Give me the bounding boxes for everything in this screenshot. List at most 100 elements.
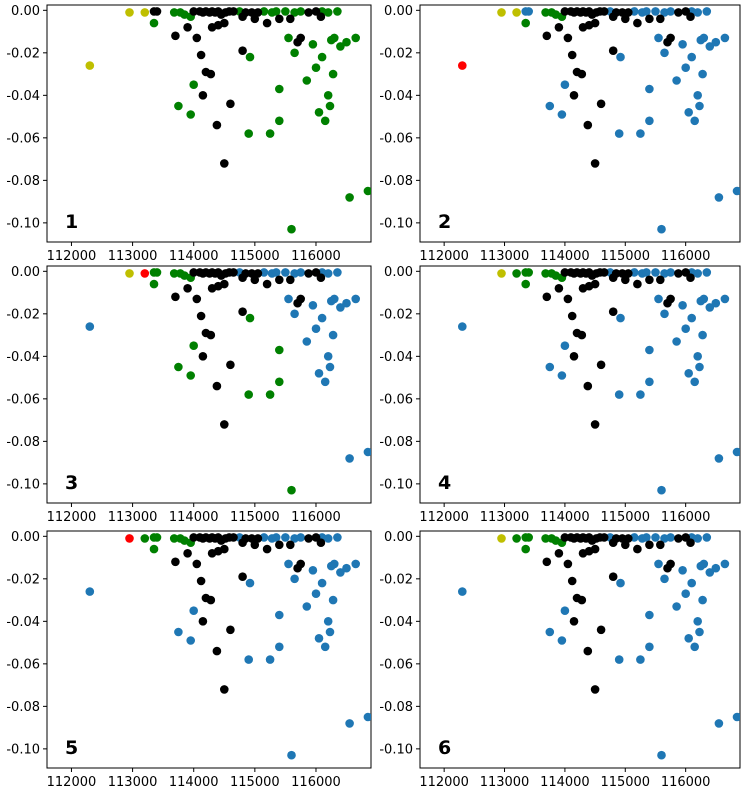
data-point-green xyxy=(152,533,162,542)
data-point-black xyxy=(192,294,202,304)
data-point-blue xyxy=(616,52,625,62)
data-point-black xyxy=(686,12,695,21)
data-point-green xyxy=(351,33,361,43)
data-point-black xyxy=(238,46,247,55)
plot-frame xyxy=(419,265,741,504)
data-point-green xyxy=(149,544,159,554)
y-tick-label: -0.02 xyxy=(379,572,413,587)
data-point-black xyxy=(618,269,627,278)
data-point-black xyxy=(196,311,206,321)
data-point-black xyxy=(569,91,579,100)
data-point-olive xyxy=(497,269,506,278)
data-point-black xyxy=(542,557,552,567)
data-point-blue xyxy=(687,52,696,62)
data-point-blue xyxy=(699,559,709,569)
x-tick-label: 116000 xyxy=(661,510,711,525)
data-point-blue xyxy=(660,574,669,584)
data-point-green xyxy=(169,269,179,278)
data-point-green xyxy=(174,101,183,111)
data-point-black xyxy=(189,533,198,542)
data-point-blue xyxy=(636,655,645,664)
y-tick-label: -0.08 xyxy=(379,174,413,189)
data-point-blue xyxy=(296,268,306,277)
data-point-black xyxy=(220,685,229,694)
data-point-black xyxy=(554,549,564,558)
data-point-green xyxy=(317,52,327,62)
data-point-olive xyxy=(85,61,95,70)
x-tick-label: 113000 xyxy=(108,249,158,264)
data-point-green xyxy=(541,269,550,278)
data-point-black xyxy=(238,538,247,547)
data-point-black xyxy=(633,18,642,28)
data-point-blue xyxy=(557,371,567,380)
data-point-black xyxy=(253,8,263,17)
data-point-green xyxy=(244,129,253,138)
subplot-6: 0.00 -0.02 -0.04 -0.06 -0.08 -0.10 112000 11300… xyxy=(379,530,741,790)
y-tick-label: 0.00 xyxy=(384,4,413,19)
data-point-black xyxy=(577,330,587,340)
y-tick-label: -0.06 xyxy=(6,657,40,672)
data-point-blue xyxy=(281,533,290,542)
data-point-blue xyxy=(317,313,327,323)
subplot-4: 0.00 -0.02 -0.04 -0.06 -0.08 -0.10 112000 11300… xyxy=(379,265,741,525)
data-point-blue xyxy=(684,369,693,378)
plot-frame xyxy=(46,530,372,769)
data-point-green xyxy=(314,108,324,117)
data-point-blue xyxy=(323,269,333,278)
data-point-black xyxy=(316,538,326,547)
y-tick-label: -0.04 xyxy=(6,615,40,630)
data-point-green xyxy=(363,186,371,196)
data-point-green xyxy=(345,193,354,202)
data-point-blue xyxy=(616,313,625,323)
y-tick-label: -0.02 xyxy=(6,307,40,322)
data-point-green xyxy=(311,63,321,72)
data-point-black xyxy=(152,7,162,16)
data-point-blue xyxy=(687,313,696,323)
y-tick-label: -0.10 xyxy=(379,477,413,492)
data-point-green xyxy=(284,33,293,43)
data-point-red xyxy=(125,534,134,543)
data-point-blue xyxy=(645,642,654,652)
data-point-blue xyxy=(325,362,335,372)
data-point-green xyxy=(169,8,179,17)
data-point-blue xyxy=(695,627,704,637)
data-point-black xyxy=(247,8,257,17)
data-point-black xyxy=(618,534,627,543)
data-point-blue xyxy=(290,574,299,584)
x-tick-label: 115000 xyxy=(230,510,280,525)
data-point-black xyxy=(608,12,618,21)
data-point-olive xyxy=(125,269,134,278)
data-point-blue xyxy=(732,186,740,196)
points-layer xyxy=(458,7,740,234)
data-point-black xyxy=(596,99,606,109)
data-point-black xyxy=(183,549,192,558)
data-point-green xyxy=(265,129,275,138)
data-point-black xyxy=(567,50,577,60)
y-tick-label: -0.06 xyxy=(6,392,40,407)
data-point-black xyxy=(599,7,609,16)
data-point-blue xyxy=(693,269,702,278)
data-point-blue xyxy=(702,268,712,277)
y-tick-label: -0.10 xyxy=(379,742,413,757)
data-point-blue xyxy=(545,627,555,637)
data-point-blue xyxy=(714,193,724,202)
data-point-blue xyxy=(287,750,296,760)
x-tick-label: 114000 xyxy=(169,510,219,525)
x-tick-label: 116000 xyxy=(291,249,341,264)
y-tick-label: 0.00 xyxy=(384,265,413,280)
data-point-blue xyxy=(616,578,625,588)
data-point-black xyxy=(590,544,600,554)
y-tick-label: -0.10 xyxy=(379,216,413,231)
data-point-blue xyxy=(687,578,696,588)
data-point-blue xyxy=(657,750,666,760)
data-point-black xyxy=(250,275,260,285)
y-tick-label: -0.06 xyxy=(379,131,413,146)
data-point-blue xyxy=(666,7,675,16)
data-point-blue xyxy=(705,303,715,312)
data-point-black xyxy=(674,8,683,17)
data-point-black xyxy=(567,311,577,321)
data-point-black xyxy=(275,14,284,24)
data-point-blue xyxy=(695,362,704,372)
data-point-blue xyxy=(342,563,351,573)
y-tick-label: -0.08 xyxy=(379,700,413,715)
